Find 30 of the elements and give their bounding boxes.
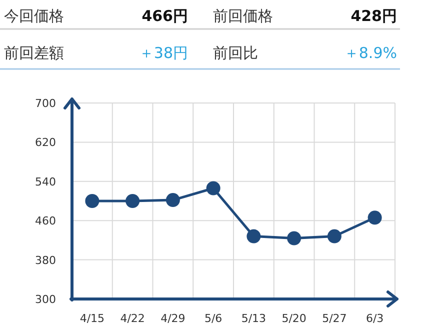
- x-tick-label: 5/13: [241, 312, 266, 325]
- text: 前回価格: [213, 7, 273, 25]
- text: 今回価格: [4, 7, 64, 25]
- point: [126, 194, 140, 208]
- text: 前回差額: [4, 44, 64, 62]
- y-tick-label: 300: [35, 293, 56, 306]
- text: ＋8.9%: [344, 44, 397, 62]
- text: 428円: [350, 7, 397, 25]
- x-tick-label: 5/6: [204, 312, 222, 325]
- y-tick-label: 380: [35, 254, 56, 267]
- x-tick-label: 5/27: [322, 312, 347, 325]
- x-tick-label: 6/3: [366, 312, 384, 325]
- x-tick-label: 4/22: [120, 312, 145, 325]
- point: [85, 194, 100, 208]
- point: [166, 193, 180, 208]
- text: 466円: [142, 7, 188, 25]
- point: [368, 210, 382, 225]
- y-tick-label: 460: [35, 214, 56, 228]
- point: [246, 229, 261, 244]
- point: [287, 231, 302, 246]
- point: [206, 181, 220, 196]
- text: ＋38円: [138, 44, 188, 62]
- point: [327, 229, 342, 244]
- x-tick-label: 4/29: [160, 312, 186, 325]
- y-tick-label: 540: [35, 175, 56, 188]
- y-tick-label: 700: [35, 97, 56, 110]
- x-tick-label: 4/15: [80, 312, 105, 325]
- x-tick-label: 5/20: [282, 312, 306, 325]
- y-tick-label: 620: [35, 136, 56, 150]
- text: 前回比: [213, 44, 258, 62]
